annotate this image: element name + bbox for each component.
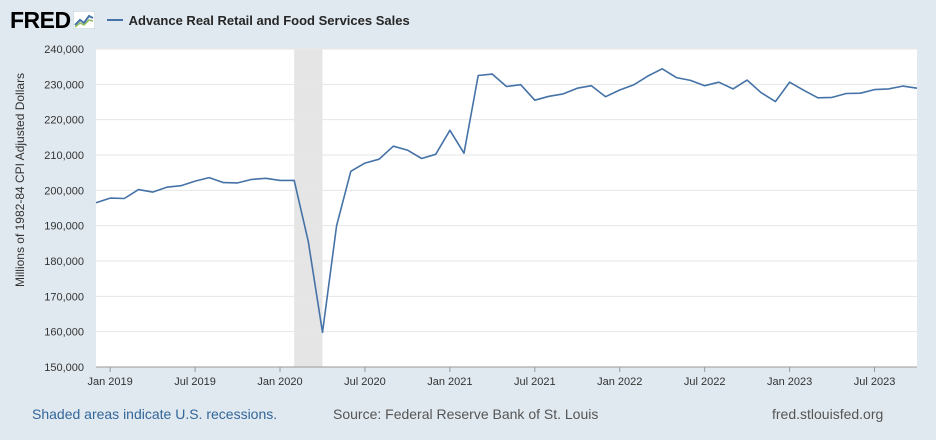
recession-shading [294, 49, 323, 367]
y-tick-label: 200,000 [44, 185, 84, 197]
x-tick-label: Jul 2022 [684, 376, 726, 388]
data-point [845, 93, 847, 95]
data-point [364, 162, 366, 164]
data-point [222, 182, 224, 184]
data-point [194, 180, 196, 182]
data-point [888, 88, 890, 90]
fred-url-link[interactable]: fred.stlouisfed.org [772, 406, 884, 422]
chart-header: FRED Advance Real Retail and Food Servic… [10, 6, 410, 34]
x-tick-label: Jan 2022 [597, 376, 642, 388]
data-point [902, 85, 904, 87]
y-tick-label: 150,000 [44, 362, 84, 374]
x-tick-label: Jul 2021 [514, 376, 556, 388]
data-point [831, 96, 833, 98]
data-point [265, 177, 267, 179]
x-tick-label: Jul 2023 [854, 376, 896, 388]
data-point [916, 87, 918, 89]
y-axis-ticks: 150,000 160,000 170,000 180,000 190,000 200,0… [44, 44, 84, 374]
y-tick-label: 230,000 [44, 79, 84, 91]
data-point [675, 77, 677, 79]
data-point [152, 191, 154, 193]
data-point [874, 89, 876, 91]
data-point [322, 331, 324, 333]
data-point [336, 225, 338, 227]
y-tick-label: 210,000 [44, 150, 84, 162]
chart-legend: Advance Real Retail and Food Services Sa… [106, 12, 410, 28]
data-point [237, 182, 239, 184]
x-tick-label: Jan 2019 [88, 376, 133, 388]
data-point [605, 96, 607, 98]
data-point [760, 92, 762, 94]
x-tick-label: Jul 2019 [174, 376, 216, 388]
data-point [803, 89, 805, 91]
data-point [746, 79, 748, 81]
legend-swatch [106, 19, 123, 21]
x-tick-label: Jan 2020 [257, 376, 302, 388]
y-tick-label: 240,000 [44, 44, 84, 56]
data-point [562, 93, 564, 95]
fred-logo[interactable]: FRED [10, 6, 95, 33]
data-point [406, 149, 408, 151]
data-point [732, 88, 734, 90]
data-point [859, 92, 861, 94]
series-line [95, 68, 918, 334]
data-point [506, 86, 508, 88]
recessions-note[interactable]: Shaded areas indicate U.S. recessions. [32, 406, 278, 422]
data-point [477, 75, 479, 77]
data-point [590, 85, 592, 87]
data-point [95, 202, 97, 204]
fred-graph-icon [72, 11, 95, 29]
data-point [123, 198, 125, 200]
data-point [774, 101, 776, 103]
data-point [421, 158, 423, 160]
data-point [279, 179, 281, 181]
data-point [109, 197, 111, 199]
data-point [619, 89, 621, 91]
data-point [449, 129, 451, 131]
legend-label: Advance Real Retail and Food Services Sa… [128, 12, 410, 28]
data-point [718, 81, 720, 83]
data-point [166, 186, 168, 188]
data-point [548, 95, 550, 97]
data-point [180, 185, 182, 187]
y-tick-label: 170,000 [44, 291, 84, 303]
data-point [789, 81, 791, 83]
data-point [491, 73, 493, 75]
y-tick-label: 160,000 [44, 327, 84, 339]
x-axis-ticks: Jan 2019 Jul 2019 Jan 2020 Jul 2020 Jan 2021… [88, 367, 896, 388]
data-point [690, 79, 692, 81]
data-point [378, 158, 380, 160]
line-chart: 150,000 160,000 170,000 180,000 190,000 200,0… [13, 44, 918, 388]
y-tick-label: 180,000 [44, 256, 84, 268]
data-point [208, 177, 210, 179]
x-tick-label: Jul 2020 [344, 376, 386, 388]
source-note: Source: Federal Reserve Bank of St. Loui… [333, 406, 599, 422]
data-point [661, 68, 663, 70]
data-point [704, 85, 706, 87]
data-point [392, 145, 394, 147]
data-point [293, 179, 295, 181]
x-tick-label: Jan 2021 [427, 376, 472, 388]
y-tick-label: 190,000 [44, 221, 84, 233]
gridlines [96, 48, 917, 368]
data-point [350, 170, 352, 172]
data-point [307, 241, 309, 243]
data-point [633, 84, 635, 86]
data-point [647, 75, 649, 77]
data-point [251, 178, 253, 180]
fred-logo-text: FRED [10, 6, 71, 33]
plot-area [96, 49, 917, 367]
data-point [817, 97, 819, 99]
x-tick-label: Jan 2023 [767, 376, 812, 388]
data-point [138, 189, 140, 191]
recession-band [294, 49, 323, 367]
data-point [435, 153, 437, 155]
y-axis-title: Millions of 1982-84 CPI Adjusted Dollars [13, 73, 27, 287]
data-point [576, 87, 578, 89]
data-point [520, 84, 522, 86]
data-point [463, 152, 465, 154]
data-point [534, 99, 536, 101]
y-tick-label: 220,000 [44, 115, 84, 127]
